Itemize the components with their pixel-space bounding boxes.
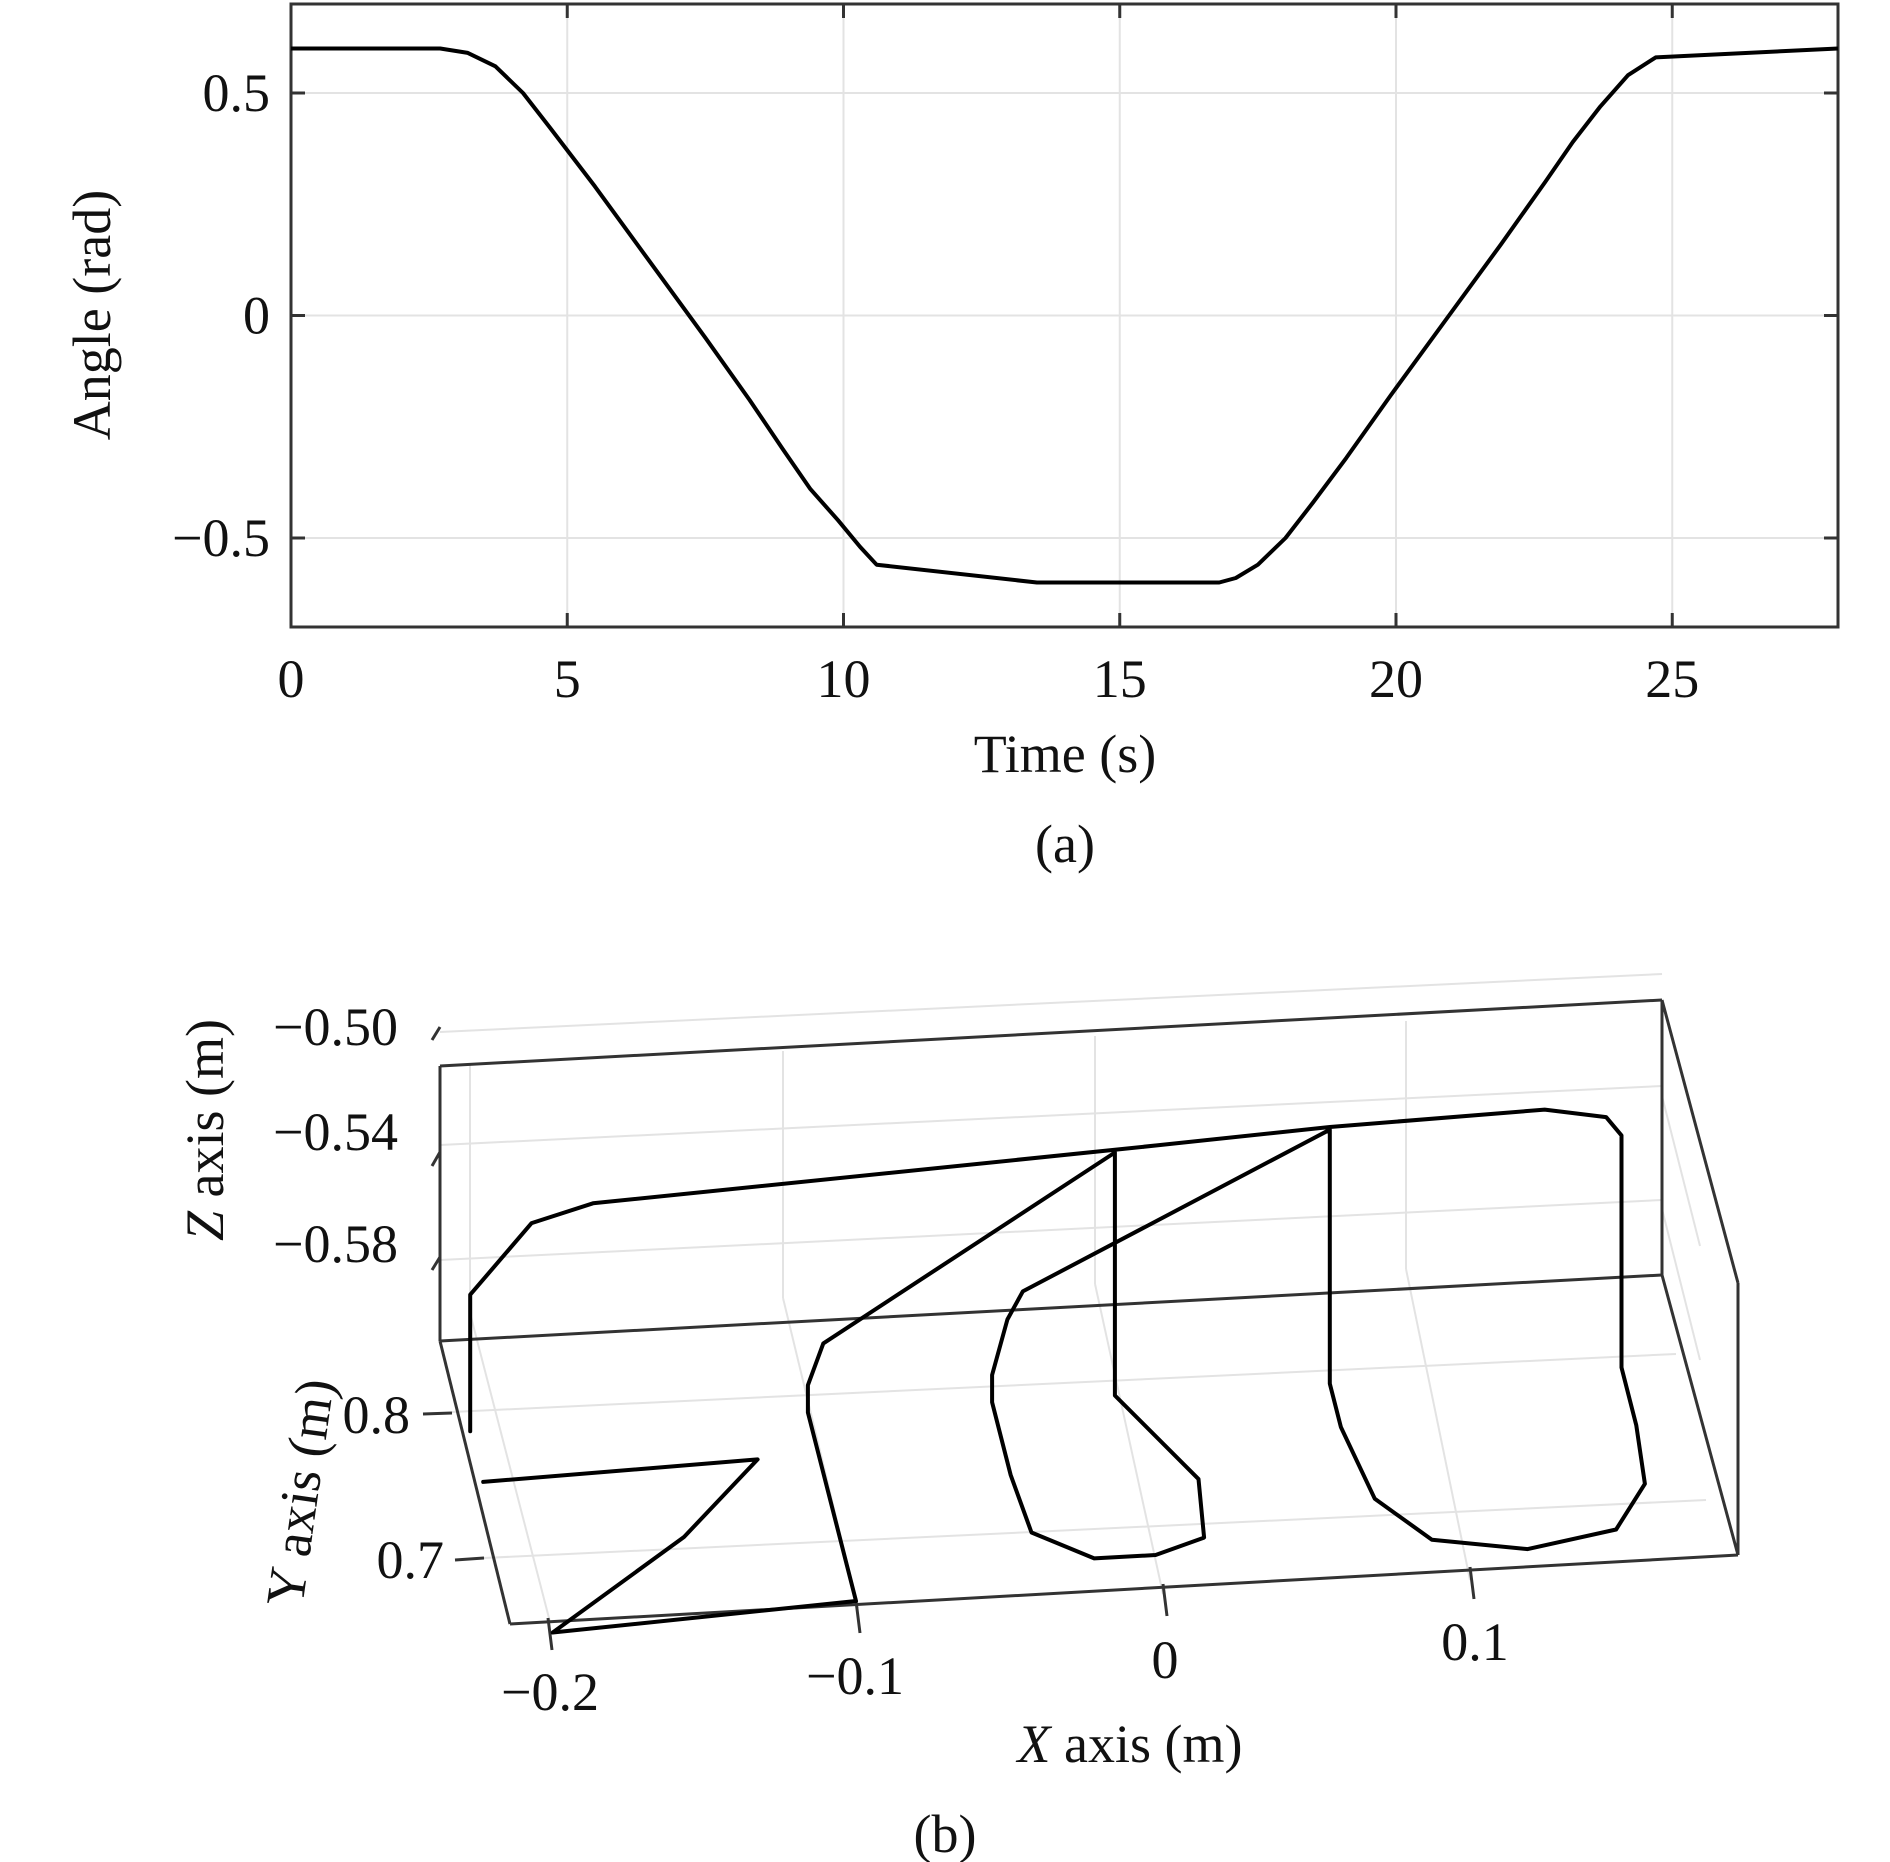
b-grid [439, 973, 1707, 1623]
a-ylabel: Angle (rad) [62, 190, 122, 440]
a-caption: (a) [1035, 814, 1095, 874]
panel-b: −0.50 −0.54 −0.58 0.8 0.7 −0.2 −0.1 0 0.… [175, 973, 1740, 1862]
a-ytick-label: 0 [243, 286, 270, 346]
b-ytick-label: 0.8 [343, 1385, 411, 1445]
a-ytick-label: −0.5 [172, 508, 270, 568]
b-xtick-label: 0 [1152, 1630, 1179, 1690]
a-xlabel: Time (s) [974, 724, 1157, 784]
b-xtick-label: 0.1 [1441, 1612, 1509, 1672]
a-xtick-labels: 0 5 10 15 20 25 [278, 649, 1700, 709]
b-ticks [422, 1026, 1476, 1651]
panel-a: 0 5 10 15 20 25 0.5 0 −0.5 Time (s) Angle (rad)… [62, 2, 1840, 874]
a-series-line [291, 46, 1839, 585]
a-ytick-label: 0.5 [203, 63, 271, 123]
b-zlabel-rest: axis (m) [175, 1019, 235, 1211]
b-xlabel: X axis (m) [1016, 1714, 1243, 1774]
a-xtick-label: 0 [278, 649, 305, 709]
b-xtick-label: −0.2 [501, 1662, 599, 1722]
a-ytick-labels: 0.5 0 −0.5 [172, 63, 270, 568]
b-box-edges [438, 998, 1740, 1626]
b-ytick-label: 0.7 [377, 1530, 445, 1590]
a-xtick-label: 20 [1369, 649, 1423, 709]
a-xtick-label: 10 [817, 649, 871, 709]
b-xlabel-rest: axis (m) [1051, 1714, 1243, 1774]
b-ztick-label: −0.58 [273, 1214, 398, 1274]
a-ticks [289, 4, 1838, 627]
a-xtick-label: 25 [1645, 649, 1699, 709]
b-caption: (b) [914, 1804, 977, 1862]
b-xlabel-italic: X [1016, 1714, 1053, 1774]
a-xtick-label: 15 [1093, 649, 1147, 709]
b-ylabel: Y axis (m) [255, 1375, 346, 1610]
a-xtick-label: 5 [554, 649, 581, 709]
b-zlabel: Z axis (m) [175, 1019, 235, 1241]
b-zlabel-italic: Z [175, 1210, 235, 1241]
b-xtick-label: −0.1 [806, 1646, 904, 1706]
b-ztick-label: −0.50 [273, 997, 398, 1057]
b-ztick-label: −0.54 [273, 1102, 398, 1162]
b-trajectory-line [468, 1107, 1647, 1635]
a-grid [290, 4, 1838, 627]
